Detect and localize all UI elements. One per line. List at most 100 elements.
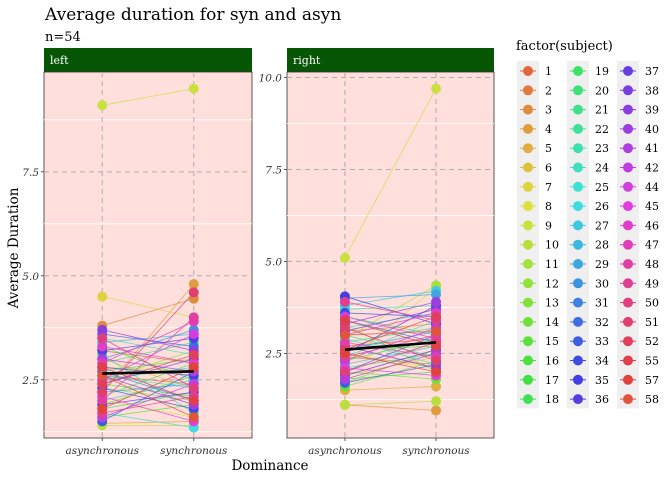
subject-line-31 — [102, 371, 194, 401]
legend-key-37 — [623, 66, 633, 76]
legend-label-28: 28 — [595, 239, 609, 252]
subject-line-50 — [344, 341, 437, 373]
legend-label-42: 42 — [645, 162, 659, 175]
data-point-58-synchronous — [188, 412, 199, 423]
legend-key-6 — [523, 162, 533, 173]
data-point-10-synchronous — [431, 396, 442, 407]
data-point-52-asynchronous — [97, 378, 108, 389]
legend-label-34: 34 — [595, 355, 609, 368]
legend-key-52 — [623, 336, 633, 347]
legend-key-48 — [623, 259, 633, 269]
legend-label-26: 26 — [595, 200, 609, 213]
legend-key-27 — [573, 220, 583, 231]
legend-label-29: 29 — [595, 258, 609, 271]
legend-label-11: 11 — [545, 258, 559, 271]
legend-key-57 — [623, 374, 633, 385]
legend-key-16 — [523, 355, 533, 366]
legend-key-36 — [573, 394, 583, 405]
data-point-5-synchronous — [431, 381, 442, 392]
data-point-57-synchronous — [188, 362, 199, 373]
data-point-51-asynchronous — [339, 322, 350, 333]
legend-key-49 — [623, 278, 633, 289]
data-point-51-synchronous — [431, 355, 442, 366]
panel-background — [286, 71, 495, 439]
legend-label-14: 14 — [545, 316, 559, 329]
data-point-50-asynchronous — [339, 366, 350, 377]
subject-line-58 — [102, 375, 194, 418]
legend-label-37: 37 — [645, 65, 659, 78]
legend-key-51 — [623, 316, 633, 327]
subject-line-25 — [344, 338, 437, 365]
subject-line-46 — [102, 346, 194, 364]
subject-line-57 — [102, 366, 194, 410]
subject-line-25 — [102, 375, 194, 389]
legend-key-45 — [623, 201, 633, 212]
subject-line-44 — [344, 316, 437, 340]
subject-line-5 — [102, 420, 194, 424]
subject-line-41 — [344, 352, 437, 380]
subject-line-49 — [344, 301, 437, 321]
facet-strip — [44, 48, 252, 72]
legend-key-38 — [623, 85, 633, 96]
data-point-57-synchronous — [431, 366, 442, 377]
legend-label-44: 44 — [645, 181, 659, 194]
legend-key-32 — [573, 316, 583, 327]
legend-label-7: 7 — [545, 181, 552, 194]
legend-label-15: 15 — [545, 335, 559, 348]
data-point-58-asynchronous — [339, 330, 350, 341]
legend-label-20: 20 — [595, 84, 609, 97]
legend-key-21 — [573, 104, 583, 115]
facet-strip-label: left — [50, 54, 69, 67]
legend-key-8 — [523, 201, 533, 212]
subject-line-51 — [344, 327, 437, 362]
x-axis-title: Dominance — [231, 458, 308, 474]
panel-background — [43, 71, 253, 439]
data-point-10-asynchronous — [339, 399, 350, 410]
subject-line-30 — [344, 330, 437, 351]
subject-line-45 — [344, 367, 437, 376]
subject-line-7 — [102, 296, 194, 318]
data-point-50-asynchronous — [97, 333, 108, 344]
data-point-44-synchronous — [188, 329, 199, 340]
data-point-52-synchronous — [188, 349, 199, 360]
data-point-4-synchronous — [431, 405, 442, 416]
subject-line-45 — [102, 395, 194, 422]
subject-line-34 — [344, 312, 437, 318]
legend-key-30 — [573, 278, 583, 289]
legend-key-17 — [523, 374, 533, 385]
legend-key-13 — [523, 297, 533, 308]
legend-key-18 — [523, 394, 533, 405]
legend-key-55 — [623, 355, 633, 366]
y-tick-label: 5.0 — [22, 271, 39, 283]
legend-label-16: 16 — [545, 355, 559, 368]
mean-line — [344, 341, 437, 352]
legend-label-51: 51 — [645, 316, 659, 329]
legend-key-58 — [623, 394, 633, 405]
legend-label-39: 39 — [645, 104, 659, 117]
legend-label-36: 36 — [595, 393, 609, 406]
subject-line-40 — [102, 375, 194, 406]
subject-line-42 — [102, 383, 194, 418]
legend-key-34 — [573, 355, 583, 366]
subject-line-49 — [102, 395, 194, 414]
legend-key-35 — [573, 374, 583, 385]
subject-line-39 — [102, 329, 194, 352]
subject-line-33 — [344, 363, 437, 384]
data-point-4-synchronous — [188, 279, 199, 290]
subject-line-57 — [344, 352, 437, 373]
legend-key-10 — [523, 239, 533, 250]
subject-line-58 — [344, 330, 437, 336]
data-point-46-asynchronous — [97, 341, 108, 352]
legend-key-15 — [523, 336, 533, 347]
data-point-58-asynchronous — [97, 370, 108, 381]
chart-subtitle: n=54 — [45, 30, 81, 45]
subject-line-9 — [102, 88, 194, 106]
data-point-51-asynchronous — [97, 387, 108, 398]
legend-key-40 — [623, 123, 633, 134]
legend-key-28 — [573, 239, 583, 250]
x-tick-label: asynchronous — [308, 445, 382, 457]
legend-key-47 — [623, 239, 633, 250]
subject-line-41 — [102, 358, 194, 372]
